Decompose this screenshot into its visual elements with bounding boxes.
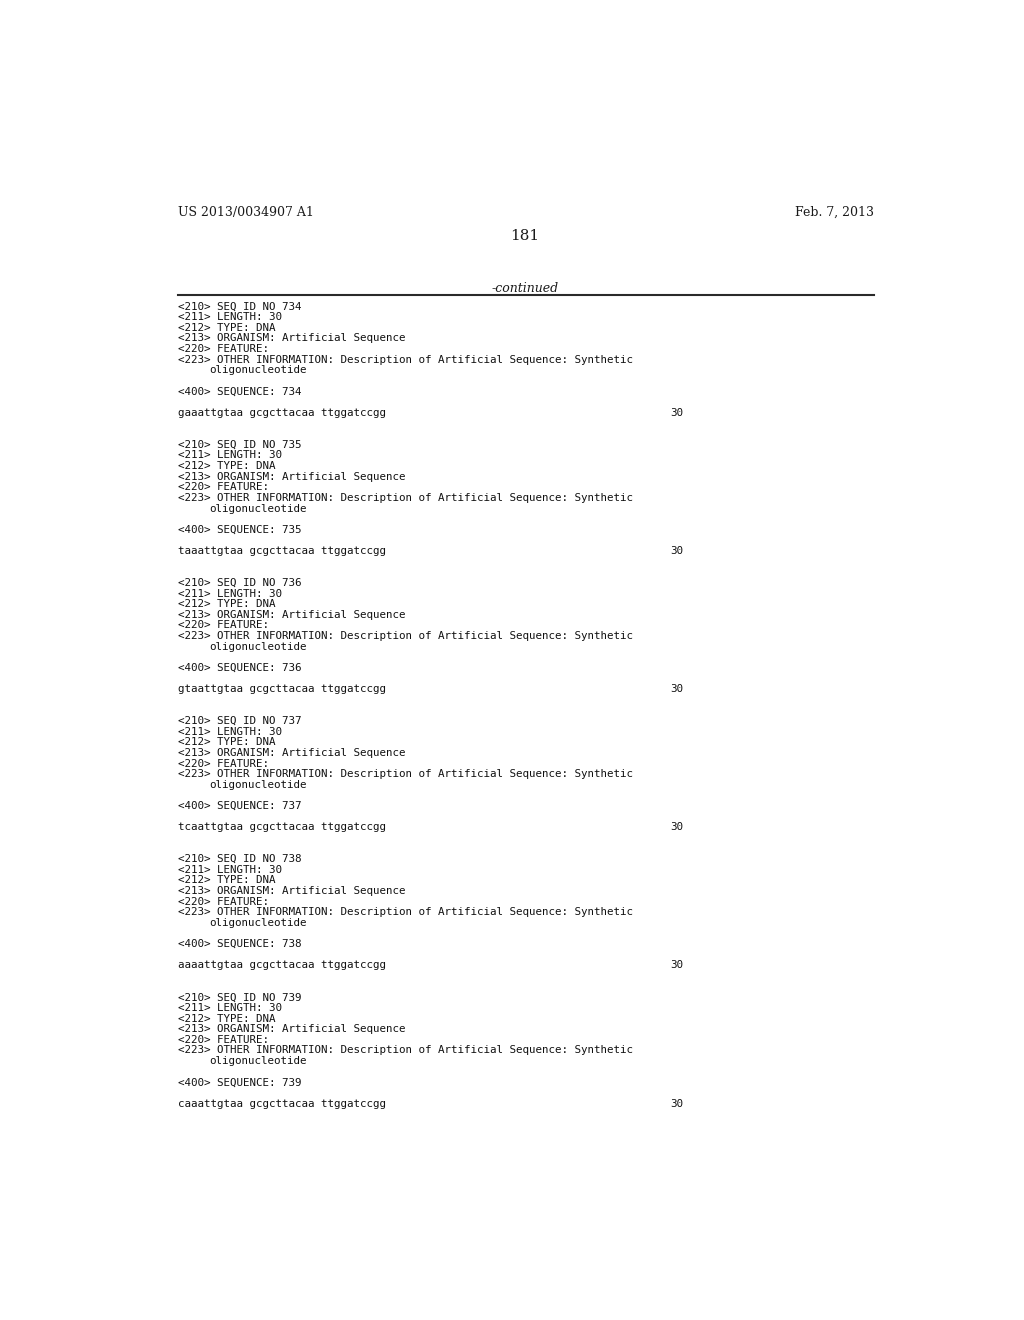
Text: oligonucleotide: oligonucleotide: [209, 366, 307, 375]
Text: <212> TYPE: DNA: <212> TYPE: DNA: [178, 738, 275, 747]
Text: <210> SEQ ID NO 735: <210> SEQ ID NO 735: [178, 440, 302, 450]
Text: <212> TYPE: DNA: <212> TYPE: DNA: [178, 1014, 275, 1023]
Text: 30: 30: [671, 546, 683, 556]
Text: 30: 30: [671, 408, 683, 418]
Text: -continued: -continued: [492, 281, 558, 294]
Text: tcaattgtaa gcgcttacaa ttggatccgg: tcaattgtaa gcgcttacaa ttggatccgg: [178, 822, 386, 833]
Text: Feb. 7, 2013: Feb. 7, 2013: [795, 206, 873, 219]
Text: 181: 181: [510, 230, 540, 243]
Text: gtaattgtaa gcgcttacaa ttggatccgg: gtaattgtaa gcgcttacaa ttggatccgg: [178, 684, 386, 694]
Text: <400> SEQUENCE: 734: <400> SEQUENCE: 734: [178, 387, 302, 396]
Text: <400> SEQUENCE: 737: <400> SEQUENCE: 737: [178, 801, 302, 810]
Text: <400> SEQUENCE: 739: <400> SEQUENCE: 739: [178, 1077, 302, 1088]
Text: oligonucleotide: oligonucleotide: [209, 503, 307, 513]
Text: <212> TYPE: DNA: <212> TYPE: DNA: [178, 875, 275, 886]
Text: <220> FEATURE:: <220> FEATURE:: [178, 1035, 269, 1045]
Text: <223> OTHER INFORMATION: Description of Artificial Sequence: Synthetic: <223> OTHER INFORMATION: Description of …: [178, 631, 634, 642]
Text: 30: 30: [671, 1098, 683, 1109]
Text: <220> FEATURE:: <220> FEATURE:: [178, 345, 269, 354]
Text: <223> OTHER INFORMATION: Description of Artificial Sequence: Synthetic: <223> OTHER INFORMATION: Description of …: [178, 492, 634, 503]
Text: <210> SEQ ID NO 737: <210> SEQ ID NO 737: [178, 715, 302, 726]
Text: <400> SEQUENCE: 738: <400> SEQUENCE: 738: [178, 939, 302, 949]
Text: <213> ORGANISM: Artificial Sequence: <213> ORGANISM: Artificial Sequence: [178, 610, 406, 620]
Text: taaattgtaa gcgcttacaa ttggatccgg: taaattgtaa gcgcttacaa ttggatccgg: [178, 546, 386, 556]
Text: <213> ORGANISM: Artificial Sequence: <213> ORGANISM: Artificial Sequence: [178, 334, 406, 343]
Text: <211> LENGTH: 30: <211> LENGTH: 30: [178, 1003, 283, 1012]
Text: caaattgtaa gcgcttacaa ttggatccgg: caaattgtaa gcgcttacaa ttggatccgg: [178, 1098, 386, 1109]
Text: <220> FEATURE:: <220> FEATURE:: [178, 759, 269, 768]
Text: <223> OTHER INFORMATION: Description of Artificial Sequence: Synthetic: <223> OTHER INFORMATION: Description of …: [178, 355, 634, 364]
Text: <210> SEQ ID NO 734: <210> SEQ ID NO 734: [178, 302, 302, 312]
Text: <212> TYPE: DNA: <212> TYPE: DNA: [178, 599, 275, 609]
Text: aaaattgtaa gcgcttacaa ttggatccgg: aaaattgtaa gcgcttacaa ttggatccgg: [178, 961, 386, 970]
Text: <211> LENGTH: 30: <211> LENGTH: 30: [178, 450, 283, 461]
Text: <213> ORGANISM: Artificial Sequence: <213> ORGANISM: Artificial Sequence: [178, 748, 406, 758]
Text: 30: 30: [671, 961, 683, 970]
Text: <400> SEQUENCE: 736: <400> SEQUENCE: 736: [178, 663, 302, 673]
Text: <223> OTHER INFORMATION: Description of Artificial Sequence: Synthetic: <223> OTHER INFORMATION: Description of …: [178, 907, 634, 917]
Text: <211> LENGTH: 30: <211> LENGTH: 30: [178, 726, 283, 737]
Text: <400> SEQUENCE: 735: <400> SEQUENCE: 735: [178, 525, 302, 535]
Text: oligonucleotide: oligonucleotide: [209, 642, 307, 652]
Text: <210> SEQ ID NO 739: <210> SEQ ID NO 739: [178, 993, 302, 1002]
Text: gaaattgtaa gcgcttacaa ttggatccgg: gaaattgtaa gcgcttacaa ttggatccgg: [178, 408, 386, 418]
Text: <223> OTHER INFORMATION: Description of Artificial Sequence: Synthetic: <223> OTHER INFORMATION: Description of …: [178, 770, 634, 779]
Text: <223> OTHER INFORMATION: Description of Artificial Sequence: Synthetic: <223> OTHER INFORMATION: Description of …: [178, 1045, 634, 1056]
Text: <220> FEATURE:: <220> FEATURE:: [178, 896, 269, 907]
Text: oligonucleotide: oligonucleotide: [209, 1056, 307, 1067]
Text: 30: 30: [671, 684, 683, 694]
Text: <213> ORGANISM: Artificial Sequence: <213> ORGANISM: Artificial Sequence: [178, 471, 406, 482]
Text: <211> LENGTH: 30: <211> LENGTH: 30: [178, 313, 283, 322]
Text: <220> FEATURE:: <220> FEATURE:: [178, 620, 269, 631]
Text: <210> SEQ ID NO 738: <210> SEQ ID NO 738: [178, 854, 302, 865]
Text: oligonucleotide: oligonucleotide: [209, 917, 307, 928]
Text: <211> LENGTH: 30: <211> LENGTH: 30: [178, 865, 283, 875]
Text: <212> TYPE: DNA: <212> TYPE: DNA: [178, 323, 275, 333]
Text: 30: 30: [671, 822, 683, 833]
Text: <212> TYPE: DNA: <212> TYPE: DNA: [178, 461, 275, 471]
Text: US 2013/0034907 A1: US 2013/0034907 A1: [178, 206, 314, 219]
Text: <211> LENGTH: 30: <211> LENGTH: 30: [178, 589, 283, 598]
Text: <220> FEATURE:: <220> FEATURE:: [178, 482, 269, 492]
Text: <213> ORGANISM: Artificial Sequence: <213> ORGANISM: Artificial Sequence: [178, 886, 406, 896]
Text: <210> SEQ ID NO 736: <210> SEQ ID NO 736: [178, 578, 302, 587]
Text: <213> ORGANISM: Artificial Sequence: <213> ORGANISM: Artificial Sequence: [178, 1024, 406, 1034]
Text: oligonucleotide: oligonucleotide: [209, 780, 307, 789]
